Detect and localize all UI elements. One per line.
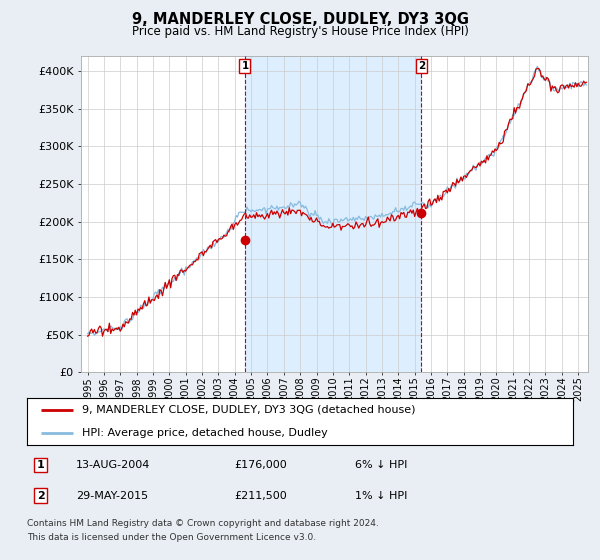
Text: 2: 2 bbox=[418, 60, 425, 71]
Text: 6% ↓ HPI: 6% ↓ HPI bbox=[355, 460, 407, 470]
Text: 13-AUG-2004: 13-AUG-2004 bbox=[76, 460, 151, 470]
Text: 9, MANDERLEY CLOSE, DUDLEY, DY3 3QG: 9, MANDERLEY CLOSE, DUDLEY, DY3 3QG bbox=[131, 12, 469, 27]
Text: Price paid vs. HM Land Registry's House Price Index (HPI): Price paid vs. HM Land Registry's House … bbox=[131, 25, 469, 38]
Text: 29-MAY-2015: 29-MAY-2015 bbox=[76, 491, 148, 501]
Text: This data is licensed under the Open Government Licence v3.0.: This data is licensed under the Open Gov… bbox=[27, 533, 316, 542]
Text: 1% ↓ HPI: 1% ↓ HPI bbox=[355, 491, 407, 501]
Text: Contains HM Land Registry data © Crown copyright and database right 2024.: Contains HM Land Registry data © Crown c… bbox=[27, 519, 379, 528]
Text: £211,500: £211,500 bbox=[235, 491, 287, 501]
Text: 9, MANDERLEY CLOSE, DUDLEY, DY3 3QG (detached house): 9, MANDERLEY CLOSE, DUDLEY, DY3 3QG (det… bbox=[82, 405, 415, 415]
Text: 2: 2 bbox=[37, 491, 44, 501]
Text: 1: 1 bbox=[37, 460, 44, 470]
Text: £176,000: £176,000 bbox=[235, 460, 287, 470]
Bar bbox=[245, 56, 421, 372]
Text: HPI: Average price, detached house, Dudley: HPI: Average price, detached house, Dudl… bbox=[82, 428, 328, 438]
Text: 1: 1 bbox=[241, 60, 248, 71]
